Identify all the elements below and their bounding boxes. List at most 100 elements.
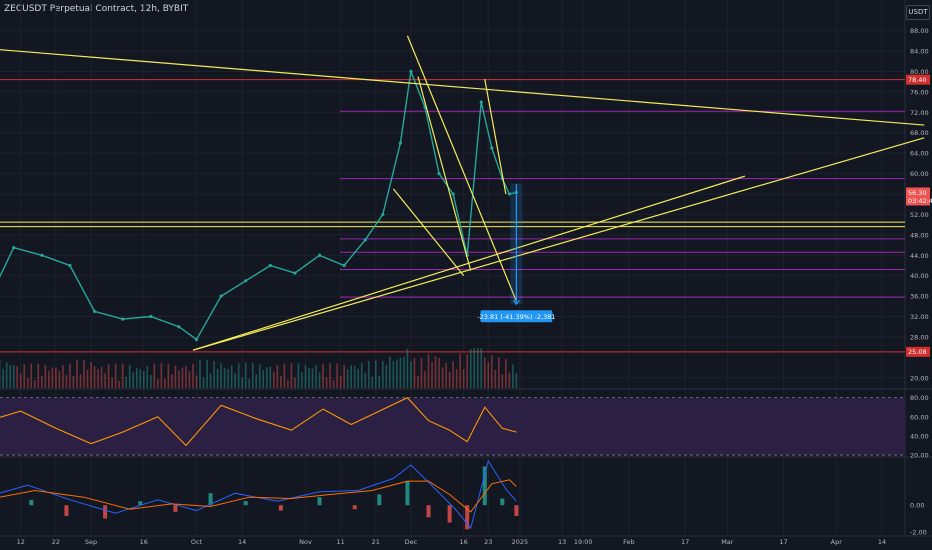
volume-bar bbox=[16, 366, 19, 388]
currency-button[interactable]: USDT bbox=[906, 5, 930, 20]
volume-bar bbox=[455, 369, 458, 388]
volume-bar bbox=[93, 366, 96, 388]
rsi-line[interactable] bbox=[0, 397, 517, 447]
volume-bar bbox=[494, 369, 497, 388]
rsi-band bbox=[0, 397, 905, 456]
price-point[interactable] bbox=[40, 253, 44, 257]
volume-bar bbox=[202, 377, 205, 388]
volume-bar bbox=[508, 372, 511, 388]
volume-bar bbox=[90, 362, 92, 388]
macd-histogram-bar[interactable] bbox=[377, 494, 382, 506]
volume-bar bbox=[480, 348, 483, 388]
volume-bar bbox=[318, 372, 321, 388]
volume-bar bbox=[118, 380, 120, 388]
price-point[interactable] bbox=[317, 253, 322, 257]
volume-bar bbox=[311, 368, 314, 388]
price-point[interactable] bbox=[363, 238, 367, 242]
price-point[interactable] bbox=[507, 192, 511, 196]
price-point[interactable] bbox=[268, 263, 272, 268]
rsi-tick-label: 20.00 bbox=[910, 452, 929, 460]
x-tick-label: Mar bbox=[721, 538, 734, 546]
macd-histogram-bar[interactable] bbox=[514, 505, 519, 516]
price-point[interactable] bbox=[342, 263, 346, 268]
volume-bar bbox=[160, 363, 163, 388]
volume-bar bbox=[301, 372, 303, 388]
volume-bar bbox=[44, 364, 47, 388]
x-tick-label: 17 bbox=[681, 538, 689, 546]
price-point[interactable] bbox=[149, 314, 153, 319]
price-point[interactable] bbox=[12, 246, 16, 250]
price-axis-badge-label: 03:42:45 bbox=[908, 197, 932, 205]
macd-histogram-bar[interactable] bbox=[500, 498, 505, 506]
volume-bar bbox=[107, 364, 110, 388]
volume-bar bbox=[431, 361, 433, 388]
trendline[interactable] bbox=[192, 137, 925, 351]
volume-bar bbox=[273, 371, 275, 388]
macd-macd-line[interactable] bbox=[0, 459, 517, 530]
price-point[interactable] bbox=[194, 337, 199, 342]
volume-bar bbox=[498, 357, 500, 388]
macd-histogram-bar[interactable] bbox=[138, 501, 143, 506]
price-point[interactable] bbox=[451, 192, 455, 196]
volume-bar bbox=[128, 365, 131, 388]
x-tick-label: 22 bbox=[52, 538, 60, 546]
price-point[interactable] bbox=[437, 171, 441, 176]
volume-bar bbox=[483, 357, 486, 388]
x-tick-label: Nov bbox=[299, 538, 312, 546]
price-point[interactable] bbox=[490, 146, 494, 150]
volume-bar bbox=[427, 354, 430, 388]
macd-histogram-bar[interactable] bbox=[29, 499, 34, 506]
price-point[interactable] bbox=[177, 325, 181, 329]
volume-bar bbox=[438, 357, 440, 388]
volume-bar bbox=[294, 377, 296, 388]
macd-signal-line[interactable] bbox=[0, 479, 517, 513]
measure-label-box bbox=[480, 310, 553, 323]
trendline[interactable] bbox=[0, 49, 925, 126]
price-axis-badge-label: 78.40 bbox=[908, 76, 927, 84]
volume-bar bbox=[171, 374, 173, 388]
y-tick-label: 72.00 bbox=[910, 109, 929, 117]
macd-histogram-bar[interactable] bbox=[465, 505, 470, 530]
trendline[interactable] bbox=[406, 35, 517, 302]
price-point[interactable] bbox=[293, 271, 297, 275]
volume-bar bbox=[48, 371, 50, 388]
volume-bar bbox=[114, 363, 117, 388]
macd-histogram-bar[interactable] bbox=[243, 501, 248, 506]
volume-bar bbox=[153, 363, 156, 388]
macd-histogram-bar[interactable] bbox=[208, 493, 213, 506]
macd-histogram-bar[interactable] bbox=[64, 505, 69, 516]
macd-histogram-bar[interactable] bbox=[482, 466, 487, 506]
price-point[interactable] bbox=[398, 141, 402, 145]
price-point[interactable] bbox=[121, 317, 125, 321]
y-tick-label: 44.00 bbox=[910, 252, 929, 260]
macd-histogram-bar[interactable] bbox=[317, 497, 322, 506]
macd-histogram-bar[interactable] bbox=[447, 505, 452, 523]
macd-histogram-bar[interactable] bbox=[352, 505, 357, 510]
y-tick-label: 32.00 bbox=[910, 313, 929, 321]
macd-histogram-bar[interactable] bbox=[173, 505, 178, 512]
trendline[interactable] bbox=[392, 188, 465, 277]
volume-bar bbox=[360, 363, 363, 388]
volume-bar bbox=[230, 365, 233, 388]
x-tick-label: 21 bbox=[372, 538, 380, 546]
volume-bar bbox=[459, 353, 461, 388]
volume-bar bbox=[420, 358, 423, 388]
macd-histogram-bar[interactable] bbox=[426, 505, 431, 518]
trendline[interactable] bbox=[484, 79, 507, 195]
price-point[interactable] bbox=[479, 100, 483, 104]
volume-bar bbox=[367, 360, 370, 388]
price-point[interactable] bbox=[219, 294, 223, 298]
price-point[interactable] bbox=[92, 309, 97, 314]
volume-bar bbox=[452, 361, 454, 388]
price-point[interactable] bbox=[68, 263, 72, 268]
price-point[interactable] bbox=[244, 279, 248, 283]
volume-bar bbox=[382, 361, 384, 388]
price-series-line[interactable] bbox=[0, 68, 517, 341]
macd-histogram-bar[interactable] bbox=[103, 505, 108, 519]
price-point[interactable] bbox=[381, 212, 385, 217]
price-point[interactable] bbox=[409, 69, 413, 74]
macd-histogram-bar[interactable] bbox=[405, 481, 410, 506]
macd-histogram-bar[interactable] bbox=[278, 505, 283, 511]
trendline[interactable] bbox=[417, 76, 472, 271]
